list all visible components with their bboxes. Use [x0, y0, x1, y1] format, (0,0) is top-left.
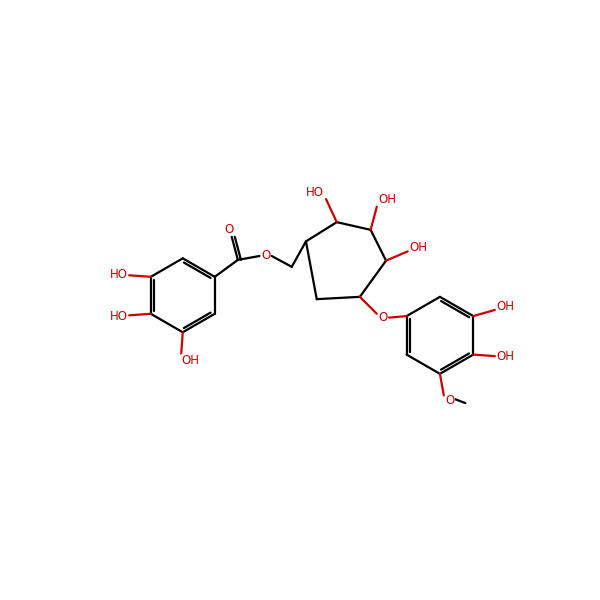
Text: HO: HO	[109, 310, 127, 323]
Text: OH: OH	[409, 241, 427, 254]
Text: O: O	[224, 223, 233, 236]
Text: OH: OH	[379, 193, 397, 206]
Text: O: O	[445, 394, 455, 407]
Text: OH: OH	[181, 354, 199, 367]
Text: O: O	[261, 249, 270, 262]
Text: HO: HO	[306, 185, 324, 199]
Text: OH: OH	[497, 350, 515, 362]
Text: O: O	[379, 311, 388, 324]
Text: HO: HO	[109, 268, 127, 281]
Text: OH: OH	[497, 301, 515, 313]
